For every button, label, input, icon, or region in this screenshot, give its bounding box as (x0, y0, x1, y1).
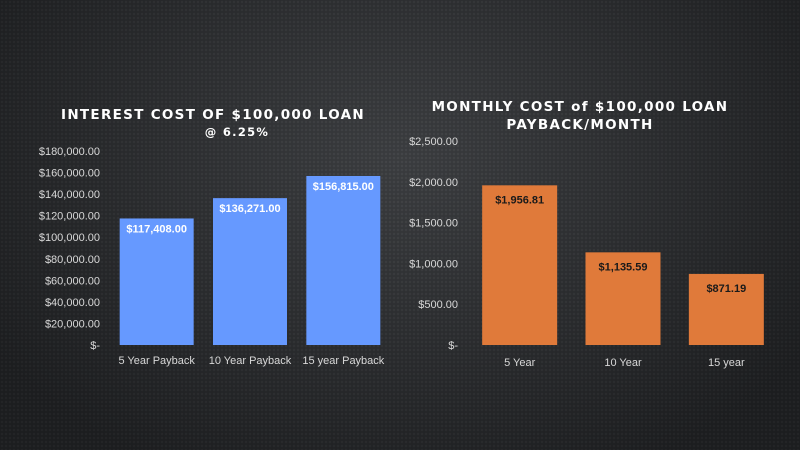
x-tick-label: 5 Year Payback (118, 355, 195, 367)
y-tick-label: $140,000.00 (39, 189, 100, 201)
y-tick-label: $120,000.00 (39, 211, 100, 223)
data-label: $1,956.81 (495, 194, 544, 206)
x-tick-label: 5 Year (504, 357, 536, 369)
y-tick-label: $500.00 (418, 299, 458, 311)
y-tick-label: $2,500.00 (409, 136, 458, 148)
y-tick-label: $180,000.00 (39, 146, 100, 158)
bar (119, 218, 194, 345)
y-tick-label: $160,000.00 (39, 168, 100, 180)
y-tick-label: $60,000.00 (45, 275, 100, 287)
x-tick-label: 10 Year (604, 357, 642, 369)
bar (482, 185, 558, 345)
chart-subtitle: PAYBACK/MONTH (506, 117, 653, 133)
data-label: $117,408.00 (126, 223, 187, 235)
interest-cost-chart: INTEREST COST OF $100,000 LOAN @ 6.25% $… (39, 107, 385, 367)
chart-title: INTEREST COST OF $100,000 LOAN (61, 107, 365, 123)
x-tick-label: 15 year (708, 357, 745, 369)
y-tick-label: $100,000.00 (39, 232, 100, 244)
bar (585, 252, 661, 345)
bar (688, 273, 764, 345)
monthly-cost-chart: MONTHLY COST of $100,000 LOAN PAYBACK/MO… (409, 99, 764, 369)
data-label: $156,815.00 (313, 181, 374, 193)
y-tick-label: $- (90, 340, 100, 352)
y-tick-label: $1,000.00 (409, 258, 458, 270)
y-tick-label: $40,000.00 (45, 297, 100, 309)
y-tick-label: $20,000.00 (45, 318, 100, 330)
bar (213, 198, 287, 345)
y-tick-label: $- (448, 340, 458, 352)
data-label: $871.19 (706, 283, 746, 295)
data-label: $136,271.00 (219, 203, 280, 215)
y-tick-label: $2,000.00 (409, 177, 458, 189)
chart-subtitle: @ 6.25% (205, 125, 270, 139)
x-tick-label: 10 Year Payback (209, 355, 292, 367)
x-tick-label: 15 year Payback (302, 355, 384, 367)
chart-title: MONTHLY COST of $100,000 LOAN (432, 99, 729, 115)
bar (306, 175, 381, 345)
y-tick-label: $1,500.00 (409, 218, 458, 230)
data-label: $1,135.59 (599, 261, 648, 273)
y-tick-label: $80,000.00 (45, 254, 100, 266)
